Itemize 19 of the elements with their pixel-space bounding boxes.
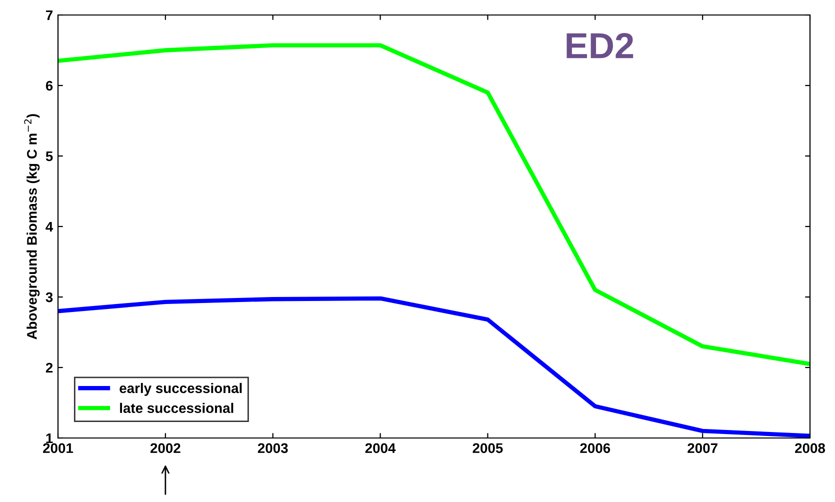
y-tick-label: 2 bbox=[46, 362, 53, 373]
legend-label: early successional bbox=[120, 382, 242, 396]
legend-label: late successional bbox=[120, 402, 234, 414]
y-tick-label: 6 bbox=[46, 80, 53, 91]
y-tick-label: 7 bbox=[46, 10, 53, 20]
x-tick-label: 2005 bbox=[472, 443, 503, 454]
y-axis-title: Aboveground Biomass (kg C m$^{−2}$) bbox=[24, 114, 40, 340]
x-tick-label: 2004 bbox=[365, 443, 396, 454]
x-tick-label: 2008 bbox=[795, 443, 826, 454]
x-tick-label: 2007 bbox=[688, 443, 718, 454]
x-tick-label: 2003 bbox=[258, 443, 288, 454]
y-tick-label: 1 bbox=[46, 433, 53, 444]
y-tick-label: 4 bbox=[46, 222, 54, 232]
y-tick-label: 5 bbox=[46, 151, 53, 162]
x-tick-label: 2006 bbox=[580, 443, 610, 454]
x-tick-label: 2001 bbox=[43, 443, 74, 454]
annotation: ED2 bbox=[566, 32, 634, 58]
x-tick-label: 2002 bbox=[150, 443, 180, 454]
y-tick-label: 3 bbox=[46, 292, 53, 302]
